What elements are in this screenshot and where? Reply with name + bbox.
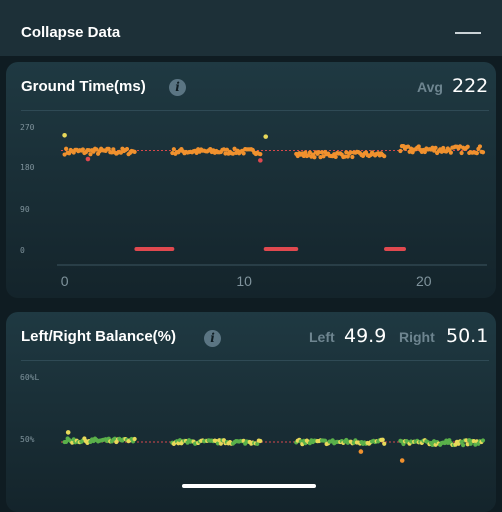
ground-time-title: Ground Time(ms) bbox=[21, 78, 146, 95]
data-point bbox=[132, 436, 137, 442]
data-point bbox=[62, 152, 67, 157]
data-point bbox=[215, 441, 220, 446]
data-point bbox=[223, 151, 228, 156]
data-point bbox=[333, 154, 338, 160]
data-point bbox=[64, 146, 69, 151]
data-point bbox=[350, 154, 355, 160]
data-point bbox=[62, 132, 67, 138]
avg-label: Avg bbox=[417, 79, 443, 95]
right-label: Right bbox=[399, 329, 435, 345]
data-point bbox=[316, 150, 322, 155]
data-point bbox=[441, 145, 446, 151]
data-point bbox=[480, 438, 486, 443]
data-point bbox=[461, 443, 466, 448]
data-point bbox=[111, 147, 116, 152]
data-point bbox=[382, 154, 387, 159]
data-point bbox=[258, 438, 263, 444]
data-point bbox=[224, 147, 230, 152]
data-point bbox=[342, 154, 347, 159]
data-point bbox=[301, 153, 306, 159]
data-point bbox=[474, 151, 479, 156]
y-tick-label: 60%L bbox=[20, 373, 39, 382]
avg-value: 222 bbox=[452, 75, 489, 97]
data-point bbox=[263, 134, 269, 139]
divider bbox=[21, 110, 489, 111]
ground-time-card: Ground Time(ms) i Avg 222 270 180 90 0 0 10 20 bbox=[6, 62, 496, 298]
collapse-data-header[interactable]: Collapse Data bbox=[0, 0, 502, 56]
y-tick-label: 50% bbox=[20, 435, 35, 444]
balance-chart: 60%L 50% bbox=[20, 373, 486, 463]
data-point bbox=[321, 154, 326, 159]
data-point bbox=[67, 151, 72, 156]
data-point bbox=[382, 441, 387, 446]
data-point bbox=[88, 152, 93, 157]
data-point bbox=[217, 438, 222, 443]
data-point bbox=[241, 151, 246, 156]
data-point bbox=[416, 144, 421, 149]
y-tick-label: 180 bbox=[20, 163, 35, 172]
data-point bbox=[258, 158, 263, 163]
data-point bbox=[465, 144, 470, 149]
data-point bbox=[132, 149, 137, 155]
x-tick-label: 20 bbox=[416, 273, 432, 289]
data-point bbox=[86, 148, 92, 153]
collapse-data-title: Collapse Data bbox=[21, 24, 121, 41]
data-point bbox=[221, 147, 227, 152]
data-point bbox=[171, 147, 176, 152]
data-point bbox=[124, 146, 130, 152]
right-value: 50.1 bbox=[446, 325, 489, 347]
data-point bbox=[422, 149, 427, 155]
data-point bbox=[258, 151, 263, 157]
data-point bbox=[405, 144, 411, 149]
x-tick-label: 10 bbox=[236, 273, 252, 289]
home-indicator[interactable] bbox=[182, 484, 316, 488]
data-point bbox=[430, 442, 435, 448]
data-point bbox=[218, 441, 223, 446]
data-point bbox=[380, 437, 385, 442]
left-value: 49.9 bbox=[344, 325, 387, 347]
left-label: Left bbox=[309, 329, 335, 345]
data-point bbox=[471, 439, 476, 444]
y-tick-label: 270 bbox=[20, 123, 35, 132]
divider bbox=[21, 360, 489, 361]
data-point bbox=[398, 148, 403, 154]
data-point bbox=[448, 150, 453, 155]
info-icon[interactable]: i bbox=[204, 330, 221, 347]
data-point bbox=[307, 150, 312, 155]
data-point bbox=[232, 146, 237, 151]
balance-title: Left/Right Balance(%) bbox=[21, 328, 177, 345]
data-point bbox=[480, 150, 486, 155]
data-point bbox=[65, 430, 71, 435]
data-point bbox=[255, 441, 260, 447]
data-point bbox=[477, 144, 483, 149]
x-tick-label: 0 bbox=[61, 273, 69, 289]
data-point bbox=[80, 147, 85, 152]
data-point bbox=[303, 150, 308, 155]
balance-card: Left/Right Balance(%) i Left 49.9 Right … bbox=[6, 312, 496, 512]
data-point bbox=[64, 439, 69, 444]
data-point bbox=[85, 156, 91, 162]
data-point bbox=[312, 155, 317, 160]
info-icon[interactable]: i bbox=[169, 79, 186, 96]
data-point bbox=[459, 150, 464, 156]
data-point bbox=[94, 147, 99, 152]
data-point bbox=[358, 449, 364, 454]
data-point bbox=[106, 146, 111, 151]
data-point bbox=[399, 458, 405, 463]
ground-time-chart: 270 180 90 0 0 10 20 bbox=[20, 123, 487, 289]
y-tick-label: 90 bbox=[20, 205, 30, 214]
data-point bbox=[464, 438, 469, 443]
data-point bbox=[322, 438, 328, 443]
y-tick-label: 0 bbox=[20, 246, 25, 255]
minus-icon[interactable] bbox=[455, 32, 481, 34]
data-point bbox=[348, 150, 353, 155]
data-point bbox=[433, 145, 438, 150]
data-point bbox=[109, 150, 114, 155]
